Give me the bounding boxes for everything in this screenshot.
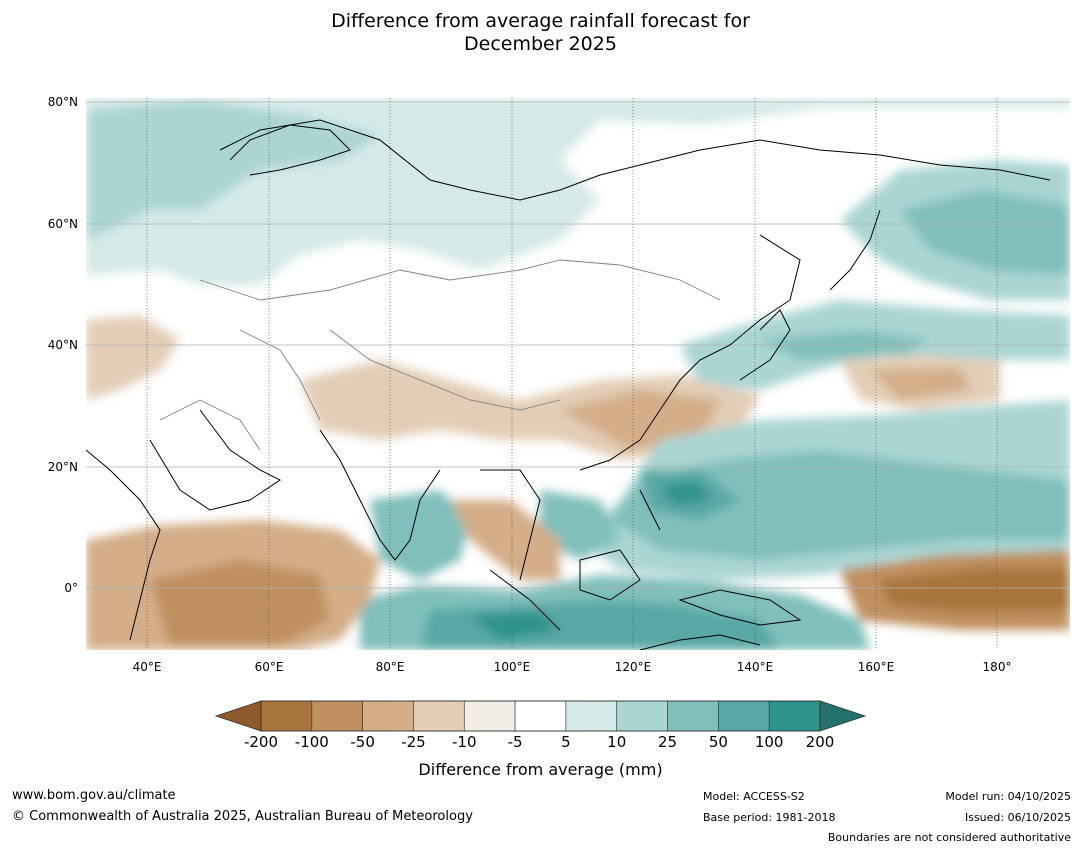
lon-label-40e: 40°E (132, 660, 162, 674)
colorbar-tick-label: -5 (507, 733, 523, 751)
colorbar-frame (260, 700, 821, 732)
colorbar-bin-3 (413, 700, 465, 732)
colorbar-tick-label: -10 (452, 733, 477, 751)
colorbar-bin-7 (616, 700, 668, 732)
title-line-2: December 2025 (464, 33, 617, 55)
lon-label-100e: 100°E (493, 660, 531, 674)
coast-arabia (149, 409, 281, 511)
colorbar-bin-0 (260, 700, 313, 732)
lat-label-0: 0° (64, 581, 78, 595)
colorbar-bin-6 (565, 700, 618, 732)
legend-title: Difference from average (mm) (418, 760, 663, 779)
colorbar-tick-label: -200 (243, 733, 279, 751)
website-link[interactable]: www.bom.gov.au/climate (12, 788, 176, 803)
coast-borneo (579, 549, 641, 601)
meridians (146, 98, 998, 650)
dry-region-east-china (560, 390, 720, 450)
anomaly-field (86, 98, 1070, 650)
coastlines (86, 119, 1051, 650)
coast-kamchatka (829, 209, 881, 291)
lon-label-80e: 80°E (375, 660, 405, 674)
coast-africa (86, 449, 161, 641)
colorbar-tick-label: 50 (708, 733, 728, 751)
dry-region-middle-east (86, 315, 180, 400)
coast-new-guinea (678, 589, 802, 626)
model-label: Model: ACCESS-S2 (703, 790, 805, 803)
coast-sumatra (489, 569, 561, 631)
lat-label-40n: 40°N (47, 338, 78, 352)
colorbar-bin-5 (514, 700, 567, 732)
colorbar-bins (260, 700, 821, 732)
colorbar-tick-label: -50 (350, 733, 375, 751)
colorbar-tick-label: 200 (805, 733, 835, 751)
lat-label-60n: 60°N (47, 217, 78, 231)
lon-label-120e: 120°E (614, 660, 652, 674)
wet-region-tropical-core (610, 450, 1070, 560)
graticule (86, 101, 1070, 589)
country-borders (159, 259, 721, 451)
dry-region-indian-ocean-core (150, 560, 330, 645)
map-title: Difference from average rainfall forecas… (0, 10, 1081, 56)
dry-region-pacific-core (870, 368, 970, 400)
coast-australia-top (639, 634, 761, 650)
colorbar-bin-1 (311, 700, 363, 732)
issued-label: Issued: 06/10/2025 (964, 811, 1071, 824)
model-run-label: Model run: 04/10/2025 (945, 790, 1071, 803)
coast-philippines (639, 489, 661, 531)
colorbar-tick-label: -100 (294, 733, 329, 751)
colorbar-bin-9 (718, 700, 770, 732)
dry-region-central-pacific-core (880, 568, 1070, 612)
colorbar-bin-8 (667, 700, 719, 732)
map-area (86, 98, 1070, 650)
base-period-label: Base period: 1981-2018 (703, 811, 836, 824)
colorbar-bin-10 (768, 700, 821, 732)
coast-india (319, 429, 441, 561)
coast-indochina (480, 469, 541, 581)
lat-label-80n: 80°N (47, 95, 78, 109)
colorbar-tick-label: -25 (401, 733, 426, 751)
colorbar-tick-label: 5 (561, 733, 571, 751)
wet-region-scandinavia (86, 100, 380, 240)
lon-label-60e: 60°E (254, 660, 284, 674)
colorbar-tick-label: 10 (607, 733, 627, 751)
colorbar-tick-label: 100 (754, 733, 784, 751)
copyright-text: © Commonwealth of Australia 2025, Austra… (12, 809, 473, 824)
lon-label-140e: 140°E (736, 660, 774, 674)
wet-region-nw-pacific-core (900, 190, 1070, 275)
wet-region-bay-of-bengal (370, 490, 470, 580)
wet-region-philippines-core (660, 482, 710, 505)
disclaimer-label: Boundaries are not considered authoritat… (827, 831, 1071, 844)
colorbar-tick-label: 25 (657, 733, 678, 751)
coast-arctic (219, 119, 1051, 201)
lat-label-20n: 20°N (47, 460, 78, 474)
lon-label-160e: 160°E (857, 660, 895, 674)
colorbar-bin-2 (362, 700, 414, 732)
coast-scandinavia (229, 124, 351, 176)
colorbar-bin-4 (463, 700, 516, 732)
colorbar-below-min (214, 700, 262, 732)
lon-label-180: 180° (982, 660, 1012, 674)
title-line-1: Difference from average rainfall forecas… (331, 10, 750, 32)
coast-japan (739, 309, 791, 381)
wet-region-maritime-peak (470, 612, 560, 640)
colorbar-above-max (819, 700, 867, 732)
dry-region-indochina (450, 500, 560, 580)
coast-east-asia (579, 234, 801, 471)
